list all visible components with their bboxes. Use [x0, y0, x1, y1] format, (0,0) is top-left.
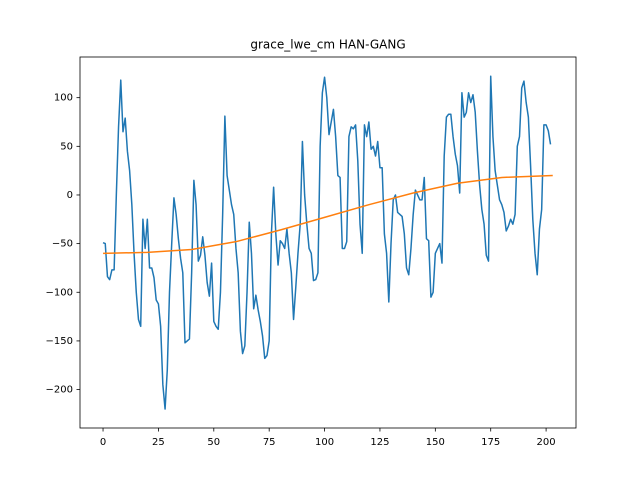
x-tick-label: 175 [481, 437, 500, 448]
series-line [102, 75, 552, 410]
y-tick-label: −150 [46, 336, 73, 347]
x-tick-label: 50 [207, 437, 220, 448]
x-tick-label: 25 [152, 437, 165, 448]
y-tick-label: −50 [52, 239, 73, 250]
x-tick-label: 0 [100, 437, 106, 448]
y-tick-label: 50 [60, 141, 73, 152]
y-tick-label: −100 [46, 287, 73, 298]
y-tick-label: −200 [46, 385, 73, 396]
x-tick-label: 75 [263, 437, 276, 448]
x-tick-label: 125 [370, 437, 389, 448]
y-tick-label: 0 [67, 190, 73, 201]
plot-frame [79, 56, 577, 429]
x-tick-label: 150 [426, 437, 445, 448]
chart-title: grace_lwe_cm HAN-GANG [250, 38, 405, 52]
series-line [103, 174, 553, 255]
x-tick-label: 100 [315, 437, 334, 448]
x-tick-label: 200 [537, 437, 556, 448]
y-tick-label: 100 [54, 93, 73, 104]
